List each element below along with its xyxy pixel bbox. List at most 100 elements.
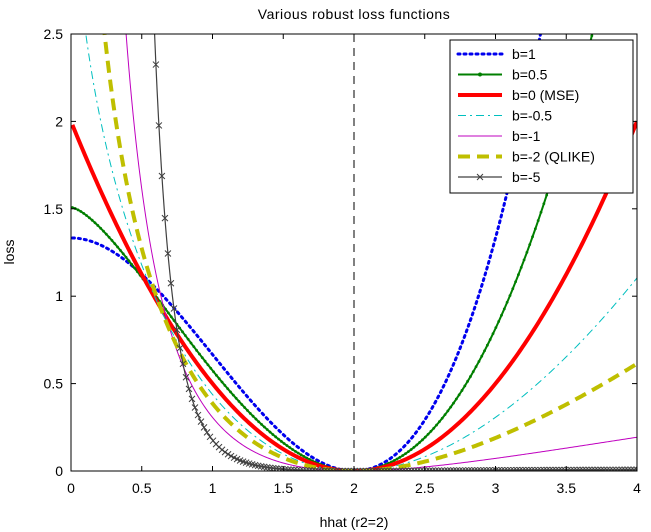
series-point (406, 450, 410, 454)
series-point (505, 300, 509, 304)
series-point (459, 467, 466, 471)
series-point (200, 356, 204, 360)
series-point (426, 432, 430, 436)
series-point (429, 429, 433, 433)
series-point (299, 466, 307, 471)
series-point (486, 466, 494, 471)
series-point (525, 250, 529, 254)
series-point (166, 311, 170, 315)
series-point (579, 466, 587, 471)
legend-item: b=-1 (458, 128, 541, 144)
series-point (296, 451, 300, 455)
y-tick-label: 0.5 (44, 376, 64, 392)
series-point (229, 390, 232, 394)
series-point (594, 466, 602, 471)
legend-label: b=0.5 (512, 67, 548, 83)
series-point (597, 466, 605, 471)
series-point (489, 466, 497, 471)
series-point (288, 446, 292, 449)
series-point (480, 466, 488, 471)
series-point (555, 466, 563, 471)
series-point (627, 466, 635, 471)
y-tick-label: 1.5 (44, 201, 64, 217)
series-point (395, 457, 399, 461)
series-point (591, 466, 599, 471)
series-point (237, 400, 241, 403)
series-point (195, 348, 199, 352)
series-point (516, 466, 524, 471)
series-point (500, 313, 503, 317)
series-point (257, 420, 261, 424)
series-point (630, 466, 637, 471)
legend-label: b=-1 (512, 128, 541, 144)
x-tick-label: 0.5 (132, 480, 152, 496)
series-point (278, 465, 286, 471)
series-point (585, 466, 593, 471)
series-point (474, 466, 481, 471)
legend-item: b=1 (456, 46, 536, 62)
x-axis-label: hhat (r2=2) (320, 514, 389, 530)
series-point (462, 467, 469, 471)
series-point (119, 248, 122, 252)
series-point (454, 397, 458, 401)
legend-label: b=-0.5 (512, 108, 552, 124)
series-point (534, 466, 542, 471)
series-point (220, 380, 224, 384)
series-point (186, 337, 190, 341)
series-point (189, 341, 193, 345)
series-point (495, 466, 503, 471)
series-point (502, 307, 506, 311)
series-point (453, 467, 460, 471)
series-point (423, 435, 427, 439)
series-point (291, 448, 295, 451)
series-point (90, 218, 94, 222)
legend-item: b=-0.5 (458, 108, 552, 124)
series-point (450, 467, 457, 471)
legend: b=1 b=0.5 b=0 (MSE) b=-0.5 b=-1 b=-2 (QLIKE) b… (449, 39, 634, 194)
series-point (198, 352, 201, 356)
series-point (76, 208, 80, 212)
series-point (485, 343, 489, 347)
series-point (498, 466, 506, 471)
x-tick-label: 1.5 (274, 480, 294, 496)
series-point (96, 224, 100, 227)
series-point (528, 243, 532, 247)
x-tick-label: 4 (633, 480, 641, 496)
series-point (185, 385, 193, 393)
series-point (456, 467, 463, 471)
y-tick-label: 1 (55, 288, 63, 304)
series-point (262, 425, 266, 429)
series-point (432, 426, 436, 430)
series-point (279, 439, 283, 443)
x-tick-label: 2 (350, 480, 358, 496)
series-point (409, 448, 413, 451)
series-point (251, 414, 255, 418)
series-point (265, 428, 269, 431)
series-point (194, 411, 202, 419)
series-point (477, 360, 481, 363)
series-point (299, 453, 303, 457)
series-point (221, 448, 229, 456)
series-point (176, 344, 184, 352)
legend-marker (476, 173, 484, 181)
series-point (471, 467, 478, 471)
series-point (593, 23, 596, 26)
series-point (212, 370, 215, 374)
series-point (440, 416, 444, 420)
legend-item: b=-5 (458, 169, 541, 185)
series-point (127, 259, 131, 263)
series-point (290, 466, 298, 471)
series-point (214, 373, 218, 377)
series-point (531, 466, 539, 471)
series-point (494, 326, 498, 330)
series-point (600, 466, 608, 471)
series-point (392, 459, 396, 462)
series-point (217, 377, 221, 381)
series-point (282, 442, 286, 445)
series-point (542, 202, 546, 206)
series-point (169, 315, 173, 319)
series-point (519, 466, 527, 471)
series-point (203, 429, 211, 436)
series-point (418, 441, 422, 444)
series-point (296, 466, 304, 471)
